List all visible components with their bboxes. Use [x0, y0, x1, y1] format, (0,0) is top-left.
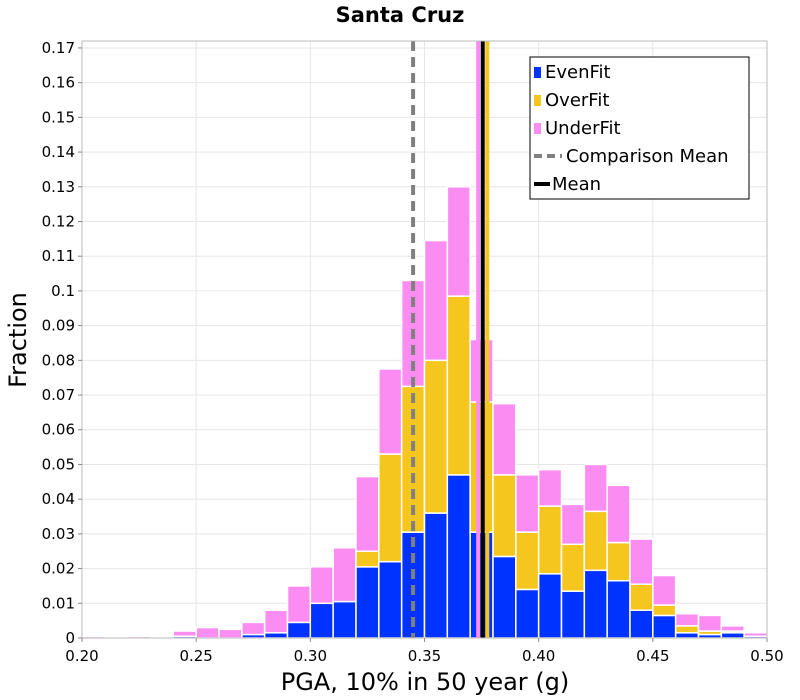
legend-swatch [534, 123, 541, 134]
y-axis-title: Fraction [4, 292, 32, 388]
bar-underfit [697, 614, 723, 632]
bar-underfit [537, 468, 563, 507]
bar-overfit [515, 531, 540, 591]
y-tick-label: 0.13 [42, 178, 75, 196]
y-tick-label: 0.11 [42, 247, 75, 265]
legend-label: Comparison Mean [566, 146, 729, 167]
legend-swatch [534, 95, 541, 106]
legend-label: EvenFit [545, 62, 611, 83]
y-tick-label: 0.03 [42, 525, 75, 543]
bar-overfit [674, 625, 700, 634]
x-tick-label: 0.45 [636, 647, 669, 665]
bar-underfit [560, 503, 586, 546]
bar-overfit [652, 604, 677, 617]
bar-evenfit [332, 600, 357, 639]
y-tick-label: 0.17 [42, 39, 75, 57]
bar-evenfit [309, 602, 334, 639]
legend-label: Mean [552, 174, 601, 195]
x-axis: 0.20 0.25 0.30 0.35 0.40 0.45 0.50 [65, 638, 784, 665]
x-tick-label: 0.30 [294, 647, 327, 665]
x-tick-label: 0.50 [750, 647, 783, 665]
y-tick-label: 0.1 [51, 282, 75, 300]
bar-evenfit [652, 614, 677, 639]
bar-overfit [378, 453, 403, 563]
bar-evenfit [606, 579, 631, 639]
y-tick-label: 0.06 [42, 421, 75, 439]
y-axis: 0 0.01 0.02 0.03 0.04 0.05 0.06 0.07 0.08 0.09 0.1… [42, 39, 82, 647]
bar-evenfit [355, 566, 380, 639]
bar-underfit [263, 609, 289, 634]
x-tick-label: 0.20 [65, 647, 98, 665]
bar-overfit [560, 543, 586, 592]
y-tick-label: 0.02 [42, 560, 75, 578]
bar-evenfit [378, 560, 403, 639]
bars [81, 186, 768, 639]
bar-underfit [378, 368, 403, 455]
bar-evenfit [423, 512, 449, 639]
y-tick-label: 0.16 [42, 74, 75, 92]
bar-evenfit [263, 632, 289, 639]
bar-evenfit [720, 632, 745, 639]
bar-underfit [446, 186, 471, 297]
reference-lines [411, 41, 490, 638]
bar-underfit [720, 625, 745, 632]
legend-box [529, 56, 750, 200]
bar-underfit [309, 566, 334, 605]
bar-evenfit [629, 609, 654, 639]
y-tick-label: 0.14 [42, 143, 75, 161]
bar-evenfit [560, 590, 586, 639]
bar-evenfit [583, 569, 608, 639]
bar-underfit [743, 632, 768, 638]
bar-overfit [606, 541, 631, 582]
y-tick-label: 0.12 [42, 212, 75, 230]
bar-underfit [423, 239, 449, 362]
bar-underfit [674, 612, 700, 627]
legend: EvenFit OverFit UnderFit Comparison Mean Mea… [529, 56, 750, 200]
bar-evenfit [286, 621, 312, 639]
x-tick-label: 0.35 [408, 647, 441, 665]
x-tick-label: 0.25 [179, 647, 212, 665]
bar-underfit [629, 538, 654, 585]
bar-evenfit [492, 555, 517, 639]
bar-evenfit [446, 474, 471, 639]
bar-underfit [218, 628, 243, 639]
y-tick-label: 0.05 [42, 455, 75, 473]
y-tick-label: 0.08 [42, 351, 75, 369]
bar-overfit [423, 359, 449, 514]
bar-evenfit [674, 632, 700, 639]
legend-label: OverFit [545, 90, 609, 111]
y-tick-label: 0.04 [42, 490, 75, 508]
y-tick-label: 0.15 [42, 108, 75, 126]
y-tick-label: 0.01 [42, 594, 75, 612]
bar-underfit [355, 475, 380, 552]
bar-overfit [446, 295, 471, 476]
bar-underfit [332, 547, 357, 603]
bar-underfit [652, 574, 677, 606]
bar-underfit [241, 621, 266, 636]
x-tick-label: 0.40 [522, 647, 555, 665]
bar-underfit [172, 630, 197, 638]
bar-underfit [492, 402, 517, 476]
x-axis-title: PGA, 10% in 50 year (g) [281, 668, 570, 696]
y-tick-label: 0 [65, 629, 75, 647]
legend-swatch [534, 67, 541, 78]
bar-underfit [583, 463, 608, 513]
bar-overfit [537, 505, 563, 575]
chart-title: Santa Cruz [336, 3, 465, 27]
bar-overfit [629, 583, 654, 611]
y-tick-label: 0.09 [42, 317, 75, 335]
bar-evenfit [515, 588, 540, 639]
legend-label: UnderFit [545, 118, 621, 139]
bar-overfit [355, 550, 380, 568]
bar-overfit [492, 474, 517, 558]
bar-underfit [286, 585, 312, 624]
y-tick-label: 0.07 [42, 386, 75, 404]
bar-underfit [606, 484, 631, 544]
bar-underfit [195, 626, 220, 639]
bar-overfit [583, 510, 608, 572]
bar-evenfit [537, 573, 563, 639]
bar-underfit [515, 474, 540, 533]
